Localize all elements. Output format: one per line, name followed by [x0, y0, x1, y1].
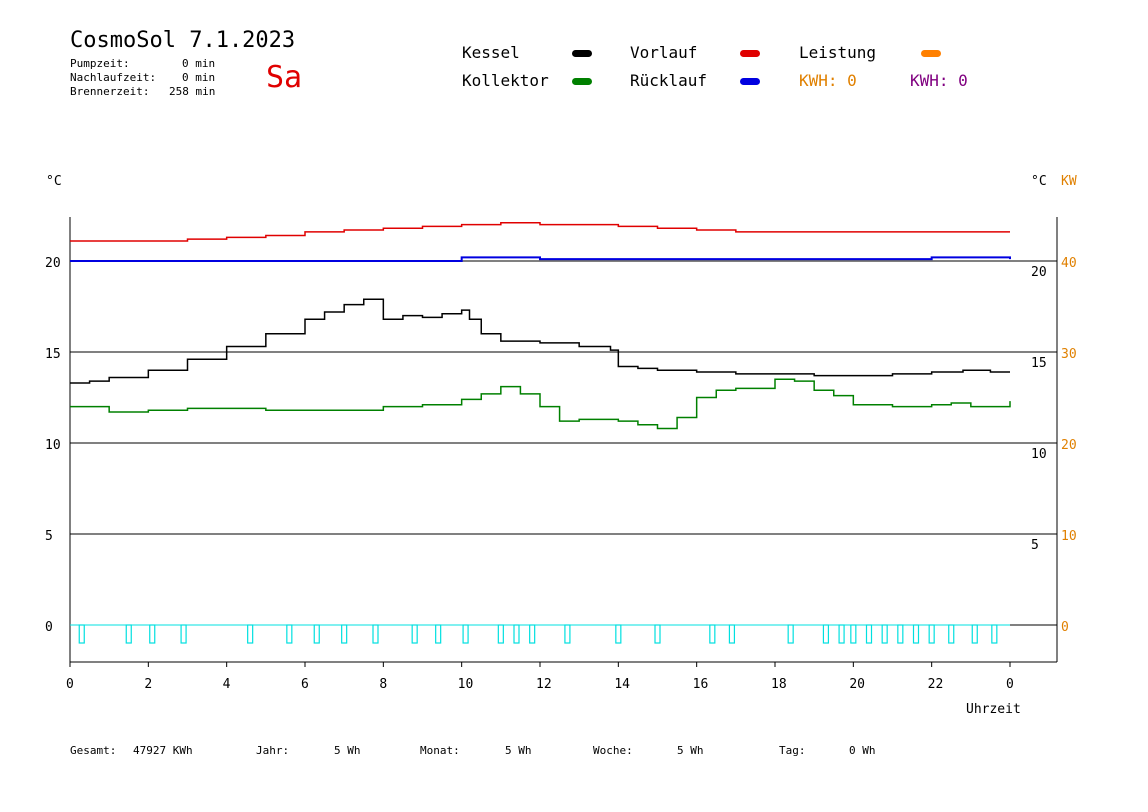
x-tick-label: 8	[379, 677, 387, 692]
legend-vorlauf-swatch	[740, 50, 760, 57]
pump-pulse	[850, 624, 857, 644]
y-tick-right-kw: 30	[1061, 347, 1077, 362]
legend-kwh-orange: KWH: 0	[799, 71, 857, 90]
pump-pulse	[286, 624, 293, 644]
stat-brennerzeit-value: 258 min	[169, 85, 216, 98]
legend-vorlauf: Vorlauf	[630, 43, 698, 62]
pump-pulse	[180, 624, 187, 644]
footer-jahr-label: Jahr:	[256, 744, 290, 757]
x-tick-label: 22	[928, 677, 944, 692]
series-line-kollektor	[70, 378, 1011, 430]
pump-pulse	[728, 624, 736, 644]
pump-pulse	[341, 624, 348, 644]
pump-pulse	[78, 624, 85, 644]
y-tick-right-c: 15	[1031, 356, 1047, 371]
legend-kessel-swatch	[572, 50, 592, 57]
pump-pulse	[149, 624, 156, 644]
pump-pulse	[709, 624, 716, 644]
y-tick-left: 10	[45, 438, 61, 453]
stat-nachlaufzeit-value: 0 min	[182, 71, 216, 84]
series-line-ruecklauf	[70, 256, 1011, 262]
footer-gesamt-label: Gesamt:	[70, 744, 117, 757]
pump-pulse	[513, 624, 520, 644]
series-line-vorlauf	[70, 222, 1010, 242]
left-axis-unit: °C	[46, 174, 62, 189]
y-tick-right-kw: 0	[1061, 620, 1069, 635]
pump-pulse	[372, 624, 379, 644]
legend-kwh-purple: KWH: 0	[910, 71, 968, 90]
right-axis-unit-c: °C	[1031, 174, 1047, 189]
pump-pulse	[435, 624, 442, 644]
footer-gesamt-value: 47927 KWh	[133, 744, 193, 757]
pump-pulse	[247, 624, 254, 644]
y-tick-left: 15	[45, 347, 61, 362]
pump-pulse	[411, 624, 418, 644]
x-tick-label: 20	[849, 677, 865, 692]
pump-pulse	[838, 624, 845, 644]
x-tick-label: 4	[223, 677, 231, 692]
pump-pulse	[881, 624, 888, 644]
x-tick-label: 6	[301, 677, 309, 692]
footer-woche-value: 5 Wh	[677, 744, 704, 757]
pump-pulse	[897, 624, 904, 644]
weekday-label: Sa	[266, 60, 303, 95]
pump-pulse	[928, 624, 935, 644]
footer-monat-label: Monat:	[420, 744, 460, 757]
pump-pulse	[125, 624, 132, 644]
pump-pulse	[971, 624, 978, 644]
pump-pulse	[313, 624, 320, 644]
legend-leistung-swatch	[921, 50, 941, 57]
x-tick-label: 12	[536, 677, 552, 692]
pump-pulse	[615, 624, 622, 644]
pump-pulse	[564, 624, 571, 644]
footer-tag-value: 0 Wh	[849, 744, 876, 757]
stat-brennerzeit-label: Brennerzeit:	[70, 85, 150, 98]
legend-ruecklauf-swatch	[740, 78, 760, 85]
y-tick-right-kw: 20	[1061, 438, 1077, 453]
footer-monat-value: 5 Wh	[505, 744, 532, 757]
y-tick-left: 0	[45, 620, 53, 635]
legend-ruecklauf: Rücklauf	[630, 71, 708, 90]
pump-pulse	[497, 624, 504, 644]
series-line-kessel	[70, 298, 1010, 384]
x-tick-label: 10	[458, 677, 474, 692]
footer-tag-label: Tag:	[779, 744, 806, 757]
x-axis-label: Uhrzeit	[966, 702, 1021, 717]
pump-pulse	[787, 624, 794, 644]
stat-pumpzeit-value: 0 min	[182, 57, 216, 70]
x-tick-label: 2	[144, 677, 152, 692]
y-tick-right-kw: 40	[1061, 256, 1077, 271]
pump-pulse	[912, 624, 920, 644]
legend-kollektor-swatch	[572, 78, 592, 85]
chart-title: CosmoSol 7.1.2023	[70, 28, 296, 53]
pump-pulse	[822, 624, 830, 644]
x-tick-label: 18	[771, 677, 787, 692]
footer-jahr-value: 5 Wh	[334, 744, 361, 757]
y-tick-right-kw: 10	[1061, 529, 1077, 544]
pump-pulse	[991, 624, 998, 644]
stat-pumpzeit-label: Pumpzeit:	[70, 57, 130, 70]
legend-kessel: Kessel	[462, 43, 520, 62]
pump-pulse	[865, 624, 873, 644]
pump-pulse	[462, 624, 469, 644]
legend-kollektor: Kollektor	[462, 71, 549, 90]
y-tick-right-c: 20	[1031, 265, 1047, 280]
right-axis-unit-kw: KW	[1061, 174, 1077, 189]
x-tick-label: 16	[693, 677, 709, 692]
y-tick-right-c: 5	[1031, 538, 1039, 553]
pump-pulse	[529, 624, 536, 644]
footer-woche-label: Woche:	[593, 744, 633, 757]
y-tick-left: 20	[45, 256, 61, 271]
stat-nachlaufzeit-label: Nachlaufzeit:	[70, 71, 157, 84]
pump-pulse	[948, 624, 955, 644]
x-tick-label: 0	[66, 677, 74, 692]
x-tick-label: 0	[1006, 677, 1014, 692]
y-tick-left: 5	[45, 529, 53, 544]
pump-pulse	[654, 624, 661, 644]
y-tick-right-c: 10	[1031, 447, 1047, 462]
legend-leistung: Leistung	[799, 43, 877, 62]
x-tick-label: 14	[614, 677, 630, 692]
